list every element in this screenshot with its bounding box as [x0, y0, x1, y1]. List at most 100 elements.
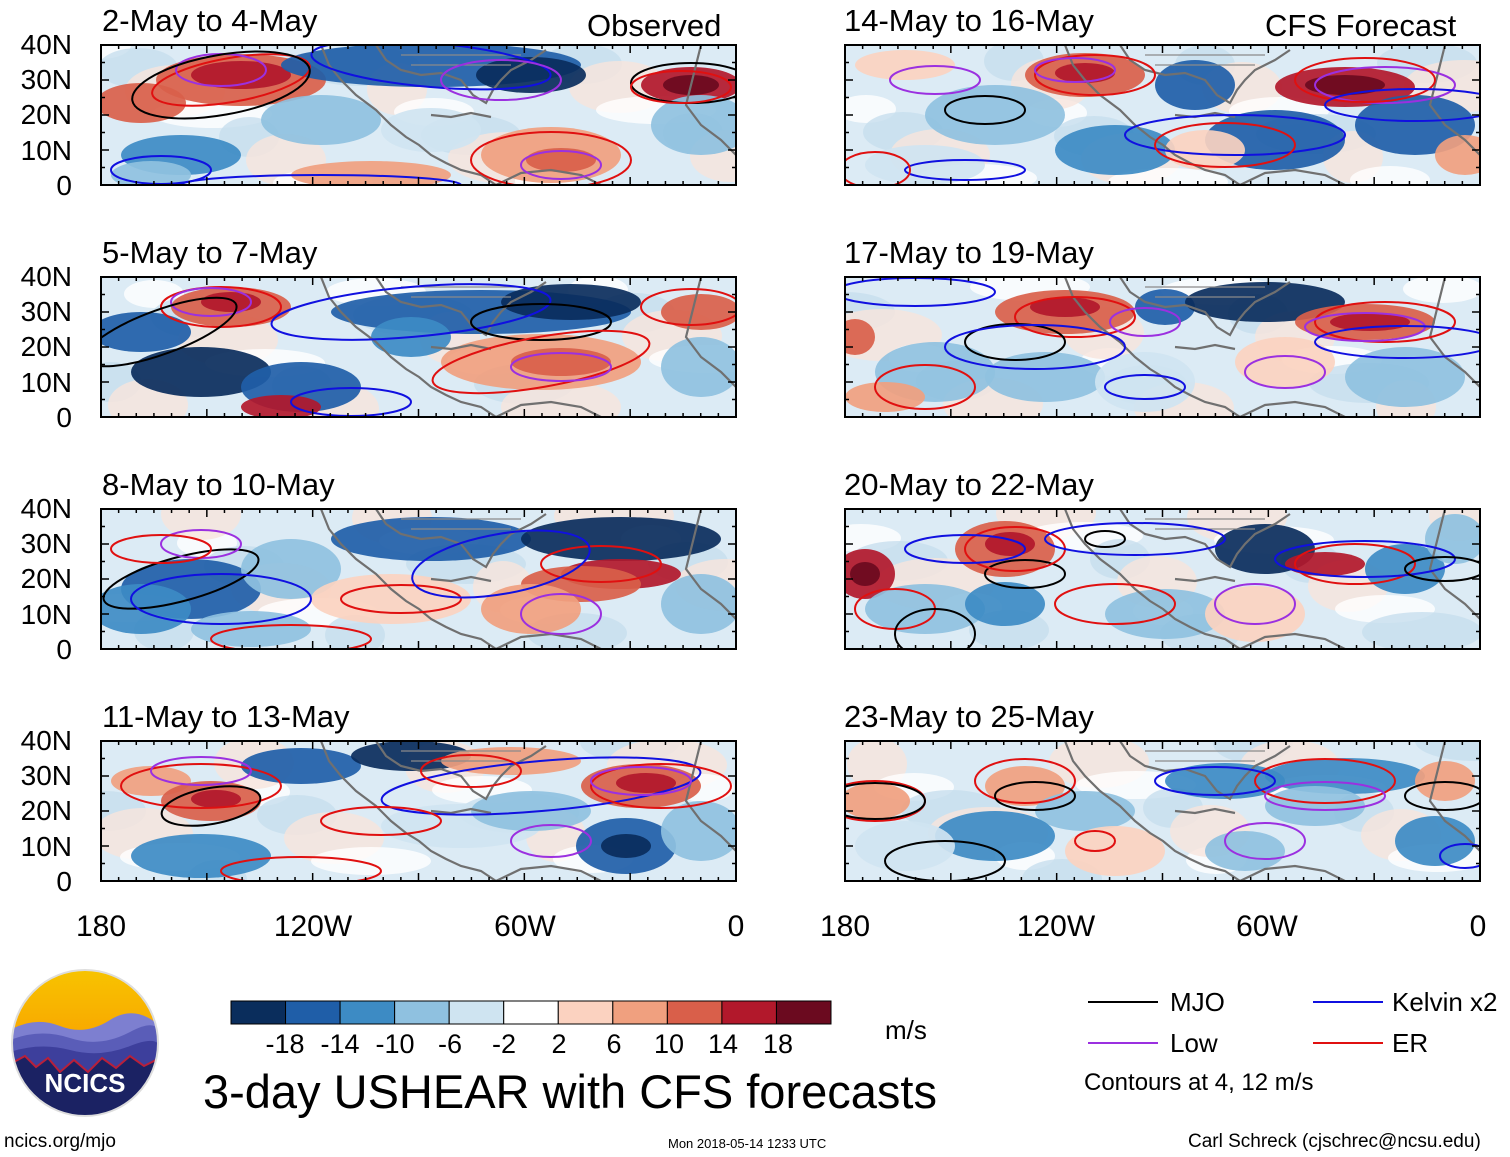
field-patch — [1362, 612, 1480, 649]
map-panel — [844, 44, 1481, 186]
contour-kelvin — [1439, 843, 1480, 869]
colorbar-units: m/s — [885, 1015, 927, 1045]
anomaly-blob — [476, 57, 586, 93]
colorbar-segment — [721, 1000, 777, 1025]
observed-label: Observed — [587, 8, 722, 43]
contour-er — [640, 288, 736, 326]
coastline — [1063, 45, 1480, 185]
contour-mjo — [160, 785, 262, 827]
colorbar — [230, 1000, 832, 1025]
contour-kelvin — [130, 573, 312, 625]
anomaly-blob — [526, 148, 596, 172]
lat-label: 40N — [20, 725, 72, 756]
map-panel — [844, 508, 1481, 650]
coastline — [319, 45, 736, 185]
contour-low — [520, 593, 602, 635]
contour-low — [1314, 66, 1456, 104]
anomaly-blob — [1355, 95, 1475, 155]
anomaly-blob — [1165, 130, 1245, 170]
legend-label-low: Low — [1170, 1028, 1218, 1058]
anomaly-blob — [1155, 60, 1235, 110]
forecast-label: CFS Forecast — [1265, 8, 1457, 43]
coastline — [1063, 509, 1480, 649]
state-boundaries — [401, 750, 521, 762]
anomaly-blob — [845, 319, 875, 355]
lat-label: 30N — [20, 296, 72, 327]
lat-label: 20N — [20, 563, 72, 594]
contour-er — [1154, 122, 1296, 168]
colorbar-segment — [666, 1000, 723, 1025]
coastline — [1239, 400, 1346, 417]
colorbar-tick: -6 — [437, 1029, 463, 1059]
contour-mjo — [1404, 556, 1480, 582]
logo-text: NCICS — [45, 1068, 126, 1098]
state-boundaries — [1145, 286, 1265, 298]
coastline — [319, 509, 736, 649]
contour-kelvin — [1124, 114, 1346, 156]
coastline — [1239, 168, 1346, 185]
contour-kelvin — [411, 529, 591, 599]
panel-title-observed-2: 5-May to 7-May — [102, 235, 318, 270]
anomaly-blob — [111, 766, 191, 796]
anomaly-blob — [101, 83, 186, 123]
anomaly-blob — [601, 834, 651, 858]
legend-swatch-er — [1313, 1042, 1383, 1044]
contour-er — [974, 758, 1076, 804]
field-patch — [311, 847, 431, 875]
map-panel — [100, 508, 737, 650]
anomaly-blob — [261, 95, 381, 145]
legend-label-mjo: MJO — [1170, 987, 1225, 1017]
lat-label: 0 — [56, 402, 72, 433]
colorbar-segment — [557, 1000, 614, 1025]
anomaly-blob — [1265, 758, 1425, 794]
anomaly-blob — [291, 161, 451, 185]
footer-site-link[interactable]: ncics.org/mjo — [4, 1131, 116, 1152]
lat-label: 0 — [56, 170, 72, 201]
colorbar-segment — [394, 1000, 450, 1025]
lon-label: 120W — [1016, 910, 1096, 943]
anomaly-blob — [1185, 282, 1345, 322]
lat-label: 10N — [20, 831, 72, 862]
map-panel — [844, 276, 1481, 418]
contour-low — [520, 150, 602, 180]
anomaly-blob — [1035, 791, 1135, 831]
colorbar-segment — [612, 1000, 668, 1025]
contour-low — [1224, 822, 1306, 860]
anomaly-blob — [191, 790, 241, 808]
contour-low — [1264, 781, 1386, 811]
contour-mjo — [944, 95, 1026, 125]
anomaly-blob — [241, 395, 321, 417]
legend-swatch-low — [1088, 1042, 1158, 1044]
lat-label: 30N — [20, 528, 72, 559]
map-panel — [844, 740, 1481, 882]
contour-kelvin — [180, 174, 462, 185]
contour-kelvin — [1314, 325, 1480, 359]
contour-low — [510, 352, 612, 382]
anomaly-blob — [651, 95, 736, 155]
colorbar-tick: 6 — [606, 1029, 622, 1059]
contour-low — [510, 824, 592, 858]
legend-label-er: ER — [1392, 1028, 1429, 1058]
lon-label: 180 — [819, 910, 871, 943]
contour-kelvin — [380, 756, 702, 816]
contour-kelvin — [1154, 766, 1276, 796]
anomaly-blob — [1345, 347, 1465, 407]
contour-mjo — [1404, 781, 1480, 811]
colorbar-tick: 10 — [653, 1029, 685, 1059]
lat-label: 20N — [20, 99, 72, 130]
contour-er — [1254, 758, 1396, 804]
lat-label: 10N — [20, 367, 72, 398]
contour-er — [845, 151, 911, 185]
anomaly-blob — [521, 517, 721, 561]
contour-er — [1074, 830, 1116, 852]
lon-label: 120W — [273, 910, 353, 943]
contour-er — [1294, 543, 1416, 585]
contour-mjo — [984, 559, 1066, 589]
contour-mjo — [964, 323, 1066, 361]
colorbar-tick: -10 — [375, 1029, 415, 1059]
colorbar-segment — [448, 1000, 505, 1025]
lat-label: 40N — [20, 29, 72, 60]
contour-er — [1034, 54, 1156, 96]
anomaly-blob — [1205, 586, 1305, 642]
contour-er — [120, 763, 282, 809]
